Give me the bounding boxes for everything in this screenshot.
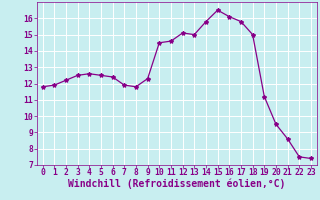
- X-axis label: Windchill (Refroidissement éolien,°C): Windchill (Refroidissement éolien,°C): [68, 179, 285, 189]
